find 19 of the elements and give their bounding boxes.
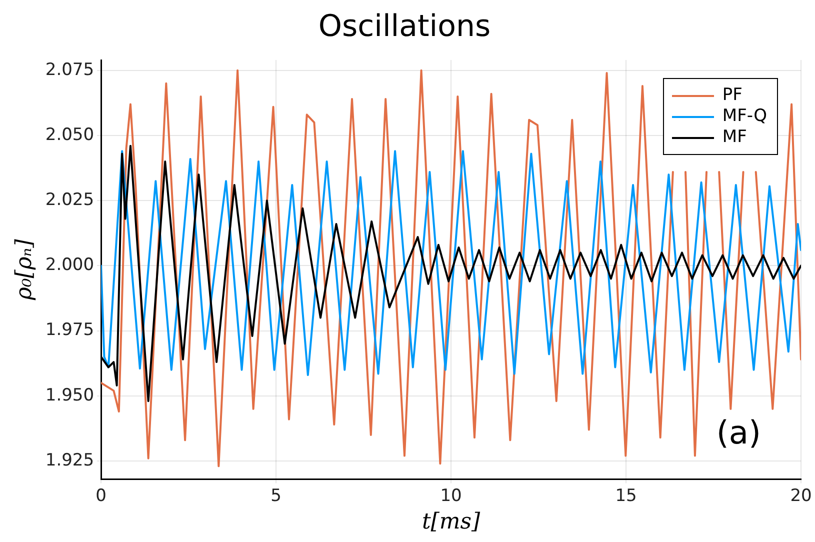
legend-label: MF (722, 127, 747, 148)
y-tick-label: 2.025 (45, 190, 94, 210)
x-tick-label: 0 (96, 486, 106, 506)
y-axis-title: ρ₀[ρₙ] (12, 238, 37, 301)
y-tick-label: 1.950 (45, 385, 94, 406)
legend-label: PF (722, 85, 742, 106)
x-axis-title: t[ms] (422, 510, 481, 535)
x-tick-label: 20 (790, 486, 812, 506)
y-tick-label: 2.075 (45, 60, 94, 80)
chart-title: Oscillations (318, 8, 491, 44)
y-tick-label: 1.975 (45, 320, 94, 340)
y-tick-label: 2.000 (45, 255, 94, 276)
x-tick-label: 15 (615, 486, 637, 506)
legend-label: MF-Q (722, 106, 767, 127)
x-tick-label: 10 (440, 486, 462, 506)
y-tick-label: 2.050 (45, 124, 94, 145)
x-tick-label: 5 (270, 486, 282, 506)
y-tick-label: 1.925 (45, 450, 94, 470)
annotation: (a) (716, 414, 761, 452)
